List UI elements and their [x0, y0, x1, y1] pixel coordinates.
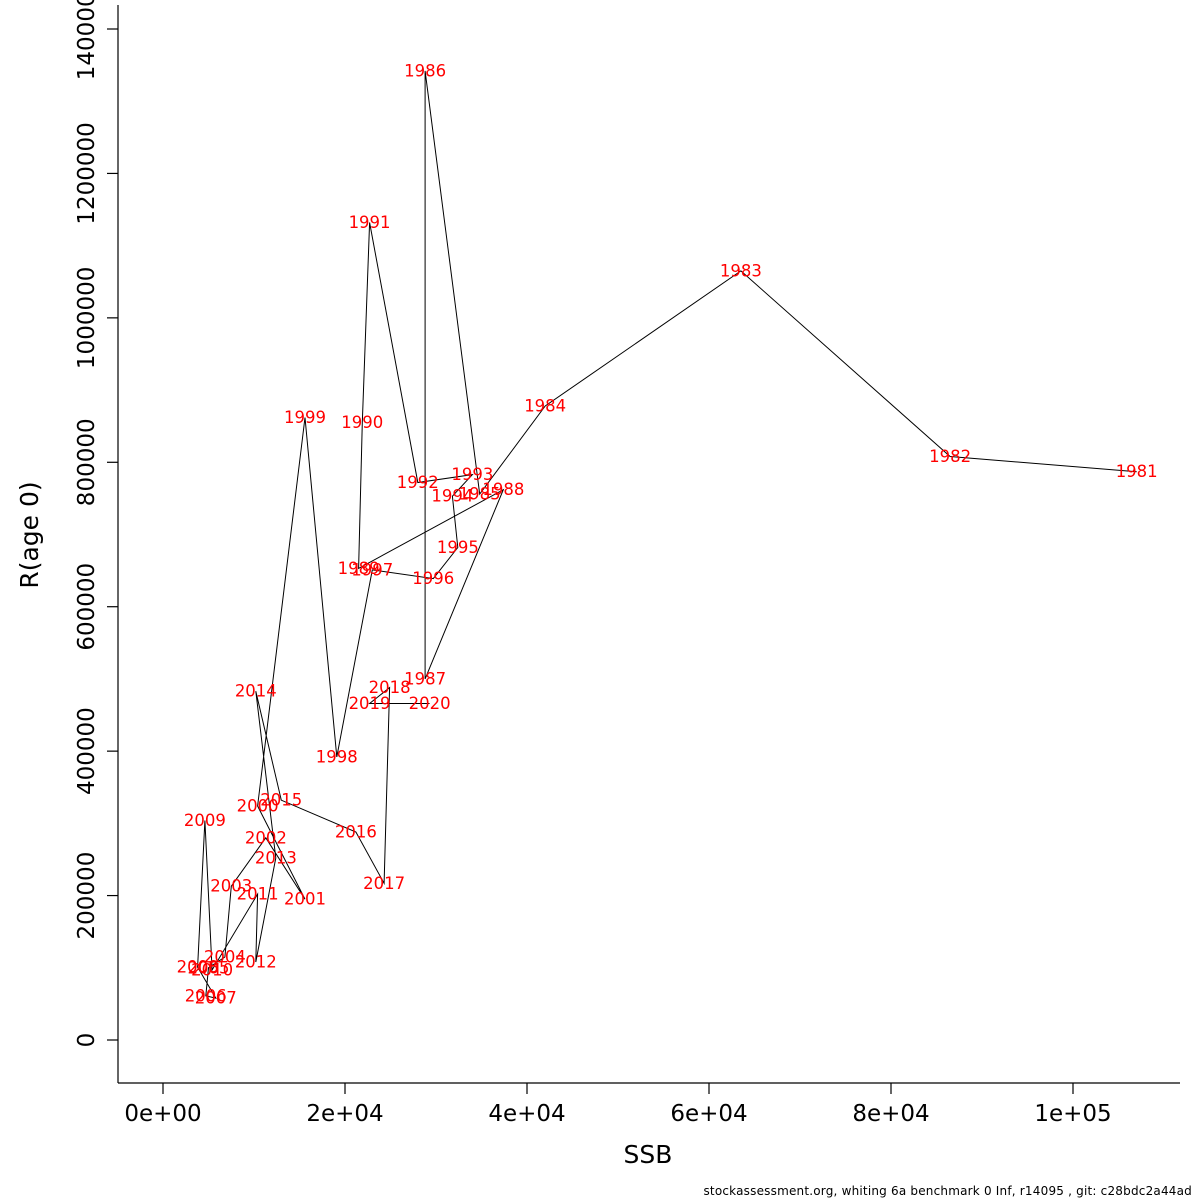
x-tick-label: 8e+04: [852, 1101, 929, 1127]
year-label-1991: 1991: [349, 213, 391, 232]
x-tick-label: 6e+04: [670, 1101, 747, 1127]
year-label-2016: 2016: [335, 823, 377, 842]
year-label-2014: 2014: [235, 682, 277, 701]
y-tick-label: 600000: [74, 563, 100, 651]
year-label-2019: 2019: [349, 694, 391, 713]
y-tick-label: 0: [74, 1033, 100, 1048]
year-label-1988: 1988: [482, 480, 524, 499]
year-label-2007: 2007: [195, 989, 237, 1008]
y-tick-label: 1200000: [74, 122, 100, 224]
y-tick-label: 200000: [74, 852, 100, 940]
year-label-1992: 1992: [397, 473, 439, 492]
year-label-2015: 2015: [260, 791, 302, 810]
y-tick-label: 400000: [74, 707, 100, 795]
y-tick-label: 1000000: [74, 267, 100, 369]
year-label-2001: 2001: [284, 890, 326, 909]
year-label-2003: 2003: [210, 877, 252, 896]
y-tick-label: 1400000: [74, 0, 100, 80]
year-label-2006: 2006: [185, 986, 227, 1005]
x-tick-label: 2e+04: [306, 1101, 383, 1127]
year-label-2009: 2009: [184, 811, 226, 830]
year-label-1994: 1994: [431, 487, 473, 506]
year-label-1986: 1986: [404, 61, 446, 80]
y-axis-label: R(age 0): [15, 481, 44, 588]
year-label-2002: 2002: [245, 828, 287, 847]
year-label-2017: 2017: [363, 874, 405, 893]
year-label-1983: 1983: [720, 261, 762, 280]
x-tick-label: 4e+04: [488, 1101, 565, 1127]
x-tick-label: 0e+00: [124, 1101, 201, 1127]
year-label-1981: 1981: [1116, 462, 1158, 481]
year-label-2020: 2020: [409, 694, 451, 713]
year-label-2004: 2004: [204, 947, 246, 966]
year-label-2018: 2018: [369, 678, 411, 697]
x-tick-label: 1e+05: [1034, 1101, 1111, 1127]
year-label-2010: 2010: [191, 960, 233, 979]
year-label-2011: 2011: [237, 885, 279, 904]
year-label-1999: 1999: [284, 408, 326, 427]
year-label-1984: 1984: [524, 396, 566, 415]
year-label-1987: 1987: [404, 669, 446, 688]
recruitment-line: [197, 70, 1137, 999]
year-label-2000: 2000: [237, 797, 279, 816]
year-label-2008: 2008: [177, 958, 219, 977]
y-tick-label: 800000: [74, 418, 100, 506]
year-label-1996: 1996: [412, 569, 454, 588]
year-label-2012: 2012: [235, 953, 277, 972]
year-label-1997: 1997: [351, 560, 393, 579]
year-label-1982: 1982: [929, 447, 971, 466]
x-axis-label: SSB: [624, 1140, 673, 1169]
year-label-1998: 1998: [316, 747, 358, 766]
year-label-2005: 2005: [188, 958, 230, 977]
footer-note: stockassessment.org, whiting 6a benchmar…: [703, 1184, 1192, 1198]
year-label-1995: 1995: [437, 538, 479, 557]
year-label-1985: 1985: [459, 485, 501, 504]
year-label-2013: 2013: [255, 849, 297, 868]
year-label-1989: 1989: [338, 559, 380, 578]
year-label-1990: 1990: [341, 413, 383, 432]
year-label-1993: 1993: [451, 465, 493, 484]
